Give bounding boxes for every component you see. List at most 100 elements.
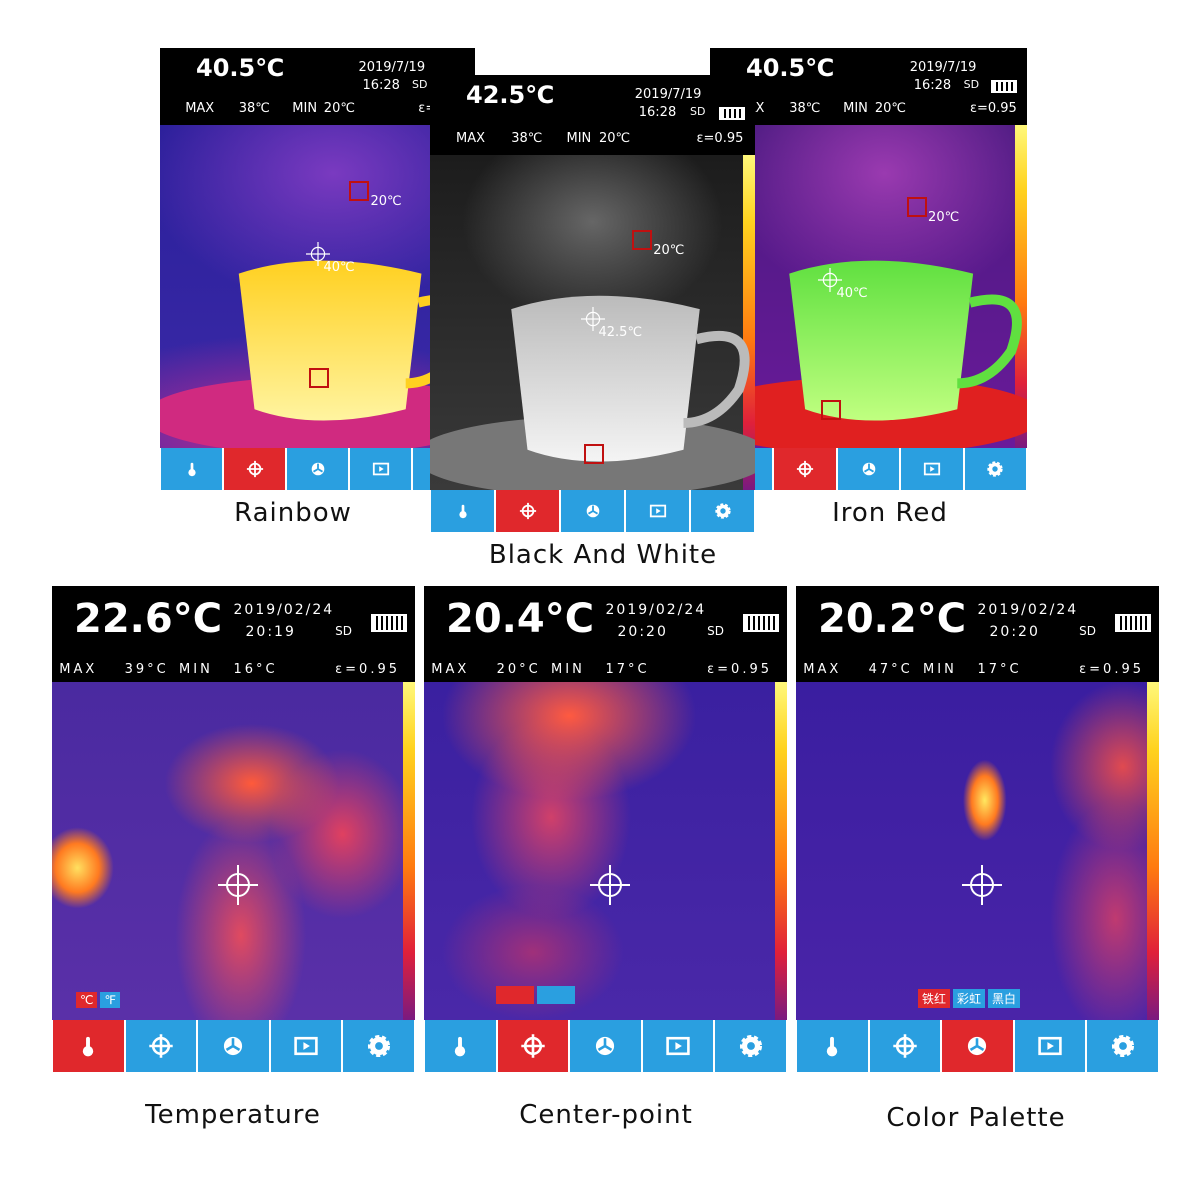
color-scale: [743, 155, 755, 490]
tool-button[interactable]: [431, 490, 494, 532]
mode-tag: 铁红: [918, 989, 951, 1008]
min-label: MIN: [551, 662, 585, 677]
spot-box: [583, 444, 604, 465]
max-label: MAX: [456, 131, 486, 146]
tool-icon: [311, 462, 324, 476]
max-label: MAX: [59, 662, 98, 677]
tool-icon: [83, 1036, 94, 1057]
tool-button[interactable]: [570, 1020, 641, 1072]
caption: Iron Red: [832, 498, 948, 528]
max-label: MAX: [185, 101, 215, 116]
crosshair: [818, 268, 843, 293]
tool-button[interactable]: [287, 448, 348, 490]
device-screen: 20.2°C 2019/02/24 20:20 SD MAX 47°C MIN 17°C ε=0…: [796, 586, 1159, 1072]
tool-button[interactable]: [869, 1020, 941, 1072]
spot-box: [632, 229, 653, 250]
tool-button[interactable]: [715, 1020, 786, 1072]
max: 47°C: [868, 662, 913, 677]
spot-temperature: 42.5℃: [598, 325, 643, 341]
crosshair: [962, 864, 1003, 905]
min-label: MIN: [566, 131, 592, 146]
mode-tag: [496, 986, 534, 1004]
thermal-image: 20℃ 40℃: [160, 125, 475, 448]
time: 20:20: [617, 624, 668, 640]
crosshair: [218, 864, 259, 905]
tool-icon: [455, 1036, 466, 1057]
tool-button[interactable]: [53, 1020, 124, 1072]
tool-icon: [294, 1036, 318, 1056]
thermal-image: 20℃ 40℃: [710, 125, 1027, 448]
thermal-image: 20℃ 42.5℃: [430, 155, 755, 490]
mode-tag: 黑白: [988, 989, 1021, 1008]
device-screen: 40.5℃2019/7/1916:28SDMAX38℃MIN20℃ε=0.95 …: [710, 48, 1027, 490]
tool-button[interactable]: [350, 448, 411, 490]
tool-icon: [893, 1034, 917, 1058]
date: 2019/02/24: [977, 602, 1079, 618]
spot-temperature: 20℃: [370, 193, 402, 209]
tool-button[interactable]: [837, 448, 900, 490]
crosshair: [305, 242, 330, 267]
tool-button[interactable]: [1087, 1020, 1158, 1072]
tool-button[interactable]: [774, 448, 836, 490]
time: 16:28: [638, 105, 677, 120]
screen-header: 20.4°C 2019/02/24 20:20 SD MAX 20°C MIN 17°C ε=0…: [424, 586, 787, 682]
mode-tags: [496, 986, 578, 1008]
tool-button[interactable]: [224, 448, 285, 490]
tool-button[interactable]: [901, 448, 963, 490]
tool-icon: [797, 460, 814, 478]
max: 39°C: [124, 662, 169, 677]
battery: [1115, 614, 1151, 632]
tool-icon: [649, 504, 666, 518]
tool-button[interactable]: [1014, 1020, 1086, 1072]
spot-box: [308, 367, 329, 388]
storage: SD: [1079, 624, 1096, 638]
battery: [719, 107, 745, 120]
tool-button[interactable]: [497, 1020, 569, 1072]
tool-button[interactable]: [343, 1020, 414, 1072]
crosshair: [590, 864, 631, 905]
mode-tag: [537, 986, 575, 1004]
spot-temperature: 40℃: [323, 260, 355, 276]
date: 2019/7/19: [909, 60, 977, 75]
min: 16°C: [233, 662, 278, 677]
time: 16:28: [913, 78, 952, 93]
max: 38℃: [511, 131, 543, 146]
toolbar: [430, 490, 755, 532]
tool-icon: [1111, 1034, 1134, 1058]
emissivity: ε=0.95: [707, 662, 772, 677]
tool-button[interactable]: [561, 490, 624, 532]
device-screen: 22.6°C 2019/02/24 20:19 SD MAX 39°C MIN 16°C ε=0…: [52, 586, 415, 1072]
tool-icon: [862, 462, 875, 476]
tool-icon: [987, 461, 1003, 477]
battery: [371, 614, 407, 632]
tool-button[interactable]: [198, 1020, 269, 1072]
tool-button[interactable]: [125, 1020, 197, 1072]
min-label: MIN: [179, 662, 213, 677]
min: 20℃: [874, 101, 906, 116]
emissivity: ε=0.95: [1079, 662, 1144, 677]
tool-button[interactable]: [496, 490, 559, 532]
toolbar: [796, 1020, 1159, 1072]
current-temperature: 40.5℃: [196, 54, 285, 82]
tool-icon: [968, 1036, 987, 1056]
tool-button[interactable]: [425, 1020, 496, 1072]
emissivity: ε=0.95: [335, 662, 400, 677]
tool-button[interactable]: [270, 1020, 342, 1072]
tool-button[interactable]: [161, 448, 222, 490]
tool-button[interactable]: [642, 1020, 714, 1072]
tool-icon: [149, 1034, 173, 1058]
tool-icon: [739, 1034, 762, 1058]
current-temperature: 20.2°C: [818, 596, 967, 642]
min: 17°C: [605, 662, 650, 677]
tool-button[interactable]: [691, 490, 754, 532]
tool-button[interactable]: [626, 490, 689, 532]
current-temperature: 22.6°C: [74, 596, 223, 642]
tool-button[interactable]: [964, 448, 1027, 490]
tool-button[interactable]: [797, 1020, 868, 1072]
caption: Color Palette: [886, 1103, 1066, 1133]
tool-icon: [246, 460, 263, 478]
max-label: MAX: [803, 662, 842, 677]
tool-button[interactable]: [942, 1020, 1013, 1072]
tool-icon: [519, 502, 536, 520]
